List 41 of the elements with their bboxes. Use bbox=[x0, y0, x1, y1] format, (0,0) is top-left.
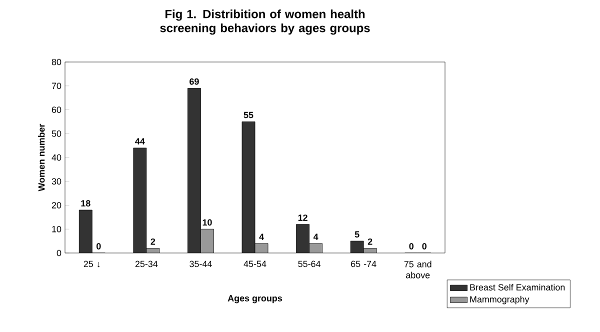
data-label: 12 bbox=[298, 214, 308, 221]
y-tick-label: 20 bbox=[52, 202, 62, 208]
x-tick-label: 45-54 bbox=[244, 260, 266, 268]
legend-label: Mammography bbox=[470, 296, 530, 304]
y-tick-label: 40 bbox=[52, 154, 62, 161]
chart-title: Fig 1. Distribition of women health screening behaviors by ages groups bbox=[160, 10, 370, 35]
bar bbox=[242, 121, 256, 253]
data-label: 69 bbox=[190, 78, 199, 85]
x-tick-label: 55-64 bbox=[298, 260, 320, 268]
bar bbox=[296, 224, 310, 253]
data-label: 4 bbox=[313, 234, 318, 240]
data-label: 0 bbox=[96, 243, 101, 250]
x-tick-label: 65 -74 bbox=[351, 260, 376, 268]
legend-label: Breast Self Examination bbox=[470, 284, 565, 291]
x-tick-label: 35-44 bbox=[190, 260, 212, 268]
y-tick-label: 60 bbox=[52, 106, 62, 113]
bar bbox=[200, 228, 214, 253]
data-label: 2 bbox=[150, 238, 156, 245]
data-label: 55 bbox=[244, 112, 254, 118]
y-tick-label: 70 bbox=[52, 82, 62, 90]
data-label: 0 bbox=[409, 243, 414, 250]
y-tick-label: 80 bbox=[52, 58, 62, 66]
data-label: 0 bbox=[422, 243, 426, 250]
y-tick-label: 10 bbox=[52, 226, 62, 232]
data-label: 10 bbox=[202, 219, 212, 226]
bar bbox=[78, 210, 92, 253]
data-label: 2 bbox=[368, 238, 372, 245]
data-label: 18 bbox=[81, 200, 90, 207]
y-tick-label: 50 bbox=[52, 130, 62, 137]
data-label: 44 bbox=[135, 138, 145, 144]
y-tick-label: 0 bbox=[56, 250, 62, 256]
x-tick-label: 25 ↓ bbox=[84, 260, 100, 268]
bar bbox=[133, 148, 147, 253]
x-tick-label: 75 and above bbox=[404, 260, 432, 278]
y-tick-label: 30 bbox=[52, 178, 62, 185]
data-label: 4 bbox=[259, 234, 264, 240]
y-axis-title: Women number bbox=[38, 124, 45, 192]
bar bbox=[188, 88, 201, 253]
data-label: 5 bbox=[354, 231, 360, 238]
x-tick-label: 25-34 bbox=[135, 260, 158, 268]
x-axis-title: Ages groups bbox=[228, 295, 282, 304]
